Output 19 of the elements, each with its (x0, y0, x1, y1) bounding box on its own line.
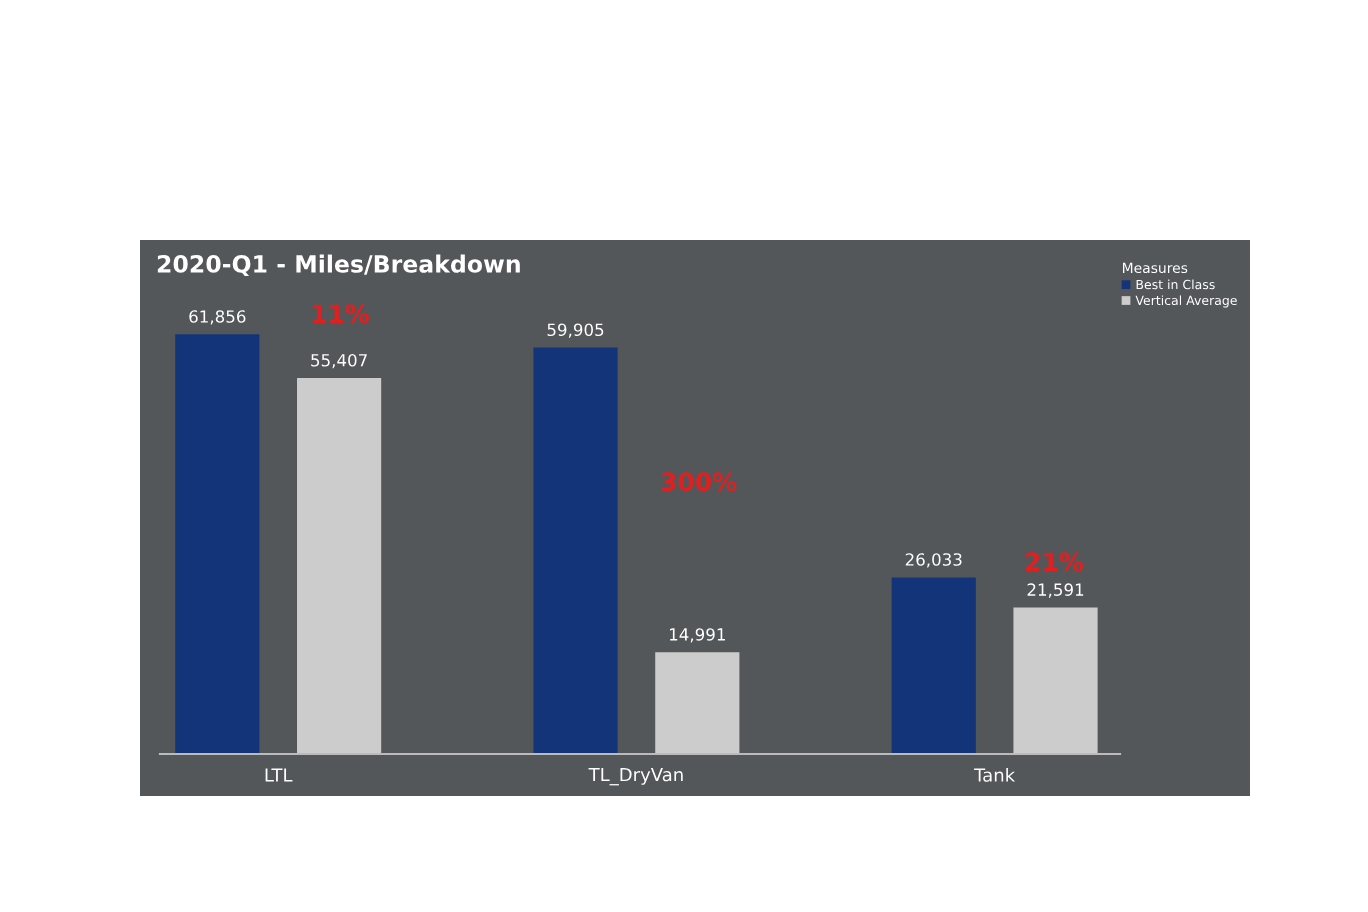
annotation: 21% (1025, 552, 1084, 572)
data-label: 61,856 (189, 310, 246, 325)
bar (1013, 607, 1098, 754)
data-label: 59,905 (547, 323, 604, 338)
data-label: 55,407 (311, 353, 367, 369)
bar (533, 347, 618, 754)
x-tick-label: TL_DryVan (588, 767, 683, 786)
text: 11% (312, 304, 370, 324)
data-label: 14,991 (669, 628, 725, 643)
data-label: 26,033 (905, 553, 962, 568)
data-label: 21,591 (1027, 583, 1084, 598)
bar (297, 378, 382, 754)
bar (655, 652, 740, 754)
x-tick-label: Tank (974, 767, 1016, 782)
x-tick-label: LTL (265, 768, 293, 782)
annotation: 300% (661, 472, 737, 492)
bar (175, 334, 260, 754)
chart-title: 2020-Q1 - Miles/Breakdown (157, 254, 520, 276)
bar (891, 577, 976, 754)
